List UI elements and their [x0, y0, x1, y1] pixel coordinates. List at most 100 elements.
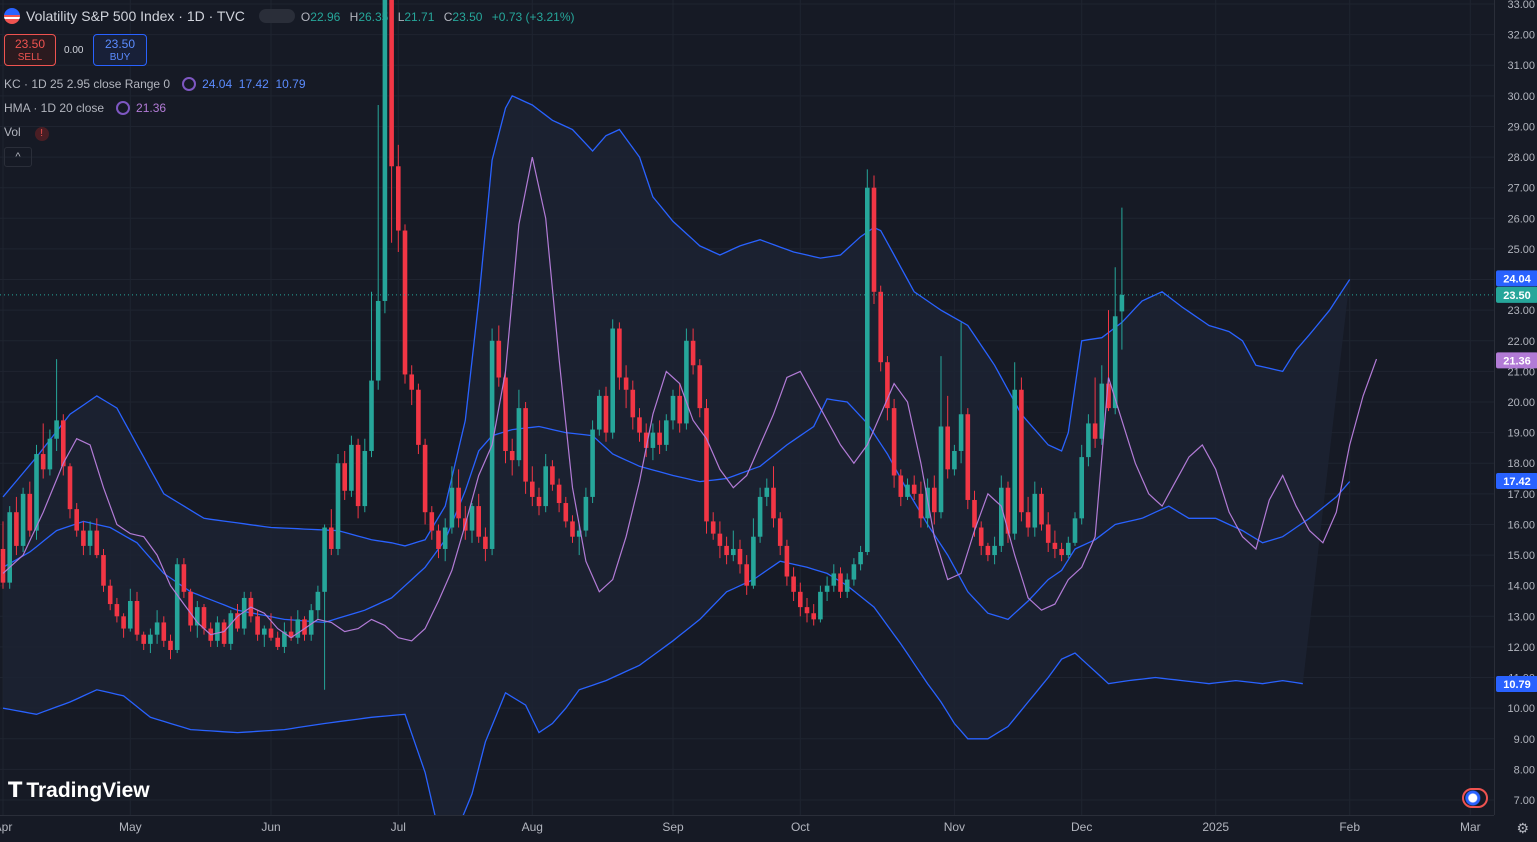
candle-body [664, 420, 669, 445]
y-tick-label: 31.00 [1507, 60, 1535, 72]
price-axis[interactable]: 7.008.009.0010.0011.0012.0013.0014.0015.… [1494, 0, 1537, 815]
x-tick-label: Nov [944, 820, 965, 834]
x-tick-label: Feb [1339, 820, 1360, 834]
candle-body [1019, 389, 1024, 513]
candle-body [677, 395, 682, 424]
kc-label: KC · 1D 25 2.95 close Range 0 [4, 77, 171, 91]
candle [992, 536, 997, 565]
candle-body [952, 450, 957, 470]
hma-legend[interactable]: HMA · 1D 20 close 21.36 [4, 101, 172, 115]
candle-body [34, 454, 39, 531]
candle-body [905, 484, 910, 497]
candle-body [623, 377, 629, 390]
candle [804, 597, 810, 623]
kc-legend[interactable]: KC · 1D 25 2.95 close Range 0 24.04 17.42… [4, 77, 312, 91]
candle-body [268, 628, 274, 638]
candle-body [134, 601, 140, 635]
candle-body [1005, 487, 1011, 534]
candle-body [1072, 518, 1078, 543]
candle-body [87, 530, 93, 546]
candle [20, 487, 26, 553]
vol-legend[interactable]: Vol! [4, 125, 55, 141]
candle [965, 408, 971, 510]
candle-body [590, 429, 595, 497]
candle [476, 493, 481, 543]
candle [1019, 377, 1024, 522]
candle-body [958, 414, 964, 451]
candle [422, 438, 428, 525]
candle-body [181, 564, 187, 592]
candle [952, 444, 957, 476]
candle [161, 616, 167, 647]
candle-body [349, 444, 354, 491]
candle [1012, 362, 1017, 540]
symbol-title[interactable]: Volatility S&P 500 Index · 1D · TVC [26, 8, 245, 24]
candle-body [777, 518, 783, 546]
buy-button[interactable]: 23.50 BUY [93, 34, 147, 66]
hma-label: HMA · 1D 20 close [4, 101, 105, 115]
candle-body [710, 521, 716, 534]
candle-body [355, 444, 361, 507]
y-tick-label: 23.00 [1507, 305, 1535, 317]
time-axis[interactable]: Apr May Jun Jul Aug Sep Oct Nov Dec 2025 Feb Mar [0, 815, 1494, 842]
candle [603, 386, 609, 442]
candle-body [1066, 542, 1071, 556]
candle [918, 481, 924, 528]
candle-body [282, 631, 287, 647]
warning-icon[interactable]: ! [34, 127, 49, 141]
candle-body [74, 509, 79, 531]
y-tick-label: 20.00 [1507, 397, 1535, 409]
tradingview-logo[interactable]: 𝗧 TradingView [8, 778, 150, 803]
candle [396, 144, 401, 252]
candle [597, 389, 602, 436]
collapse-legend-button[interactable]: ^ [4, 147, 32, 167]
candle [195, 601, 200, 638]
candle-body [449, 487, 455, 528]
candle [684, 328, 689, 430]
candle-body [978, 527, 984, 546]
candle [737, 539, 743, 574]
candle-body [94, 530, 100, 556]
chart-plot-area[interactable] [0, 0, 1494, 815]
market-flag-icon[interactable] [1462, 788, 1488, 808]
price-label-box [1496, 352, 1537, 369]
candle-body [643, 432, 649, 448]
kc-middle-line [2, 398, 1351, 624]
candle [844, 573, 850, 598]
candle [429, 506, 435, 540]
candle [630, 380, 636, 430]
candle [717, 521, 723, 559]
candle-body [308, 610, 314, 635]
sell-label: SELL [17, 52, 43, 63]
candle [40, 423, 46, 479]
candle [442, 518, 448, 562]
spread-value: 0.00 [64, 45, 84, 56]
candle [315, 585, 321, 620]
candle [1005, 481, 1011, 543]
candle [932, 475, 937, 525]
candle-body [690, 340, 696, 366]
candle [342, 450, 347, 500]
candle-body [851, 564, 857, 580]
candle-body [375, 300, 381, 381]
toggle-icon[interactable] [258, 9, 295, 23]
sell-button[interactable]: 23.50 SELL [4, 34, 56, 66]
candle [0, 521, 6, 589]
candle-body [1086, 423, 1091, 458]
candle-body [503, 377, 508, 451]
candle-body [530, 481, 535, 497]
candle-body [40, 454, 46, 470]
candle-body [114, 604, 120, 617]
candle-body [188, 591, 193, 626]
candle [576, 524, 582, 556]
gear-icon[interactable]: ⚙ [1516, 820, 1529, 836]
candle-body [335, 463, 341, 549]
candle-body [657, 432, 662, 445]
y-tick-label: 18.00 [1507, 458, 1535, 470]
candle-body [1079, 457, 1084, 519]
candle [516, 389, 522, 467]
candle-body [121, 616, 126, 629]
y-tick-label: 13.00 [1507, 611, 1535, 623]
y-tick-label: 22.00 [1507, 336, 1535, 348]
candle-body [496, 340, 502, 378]
